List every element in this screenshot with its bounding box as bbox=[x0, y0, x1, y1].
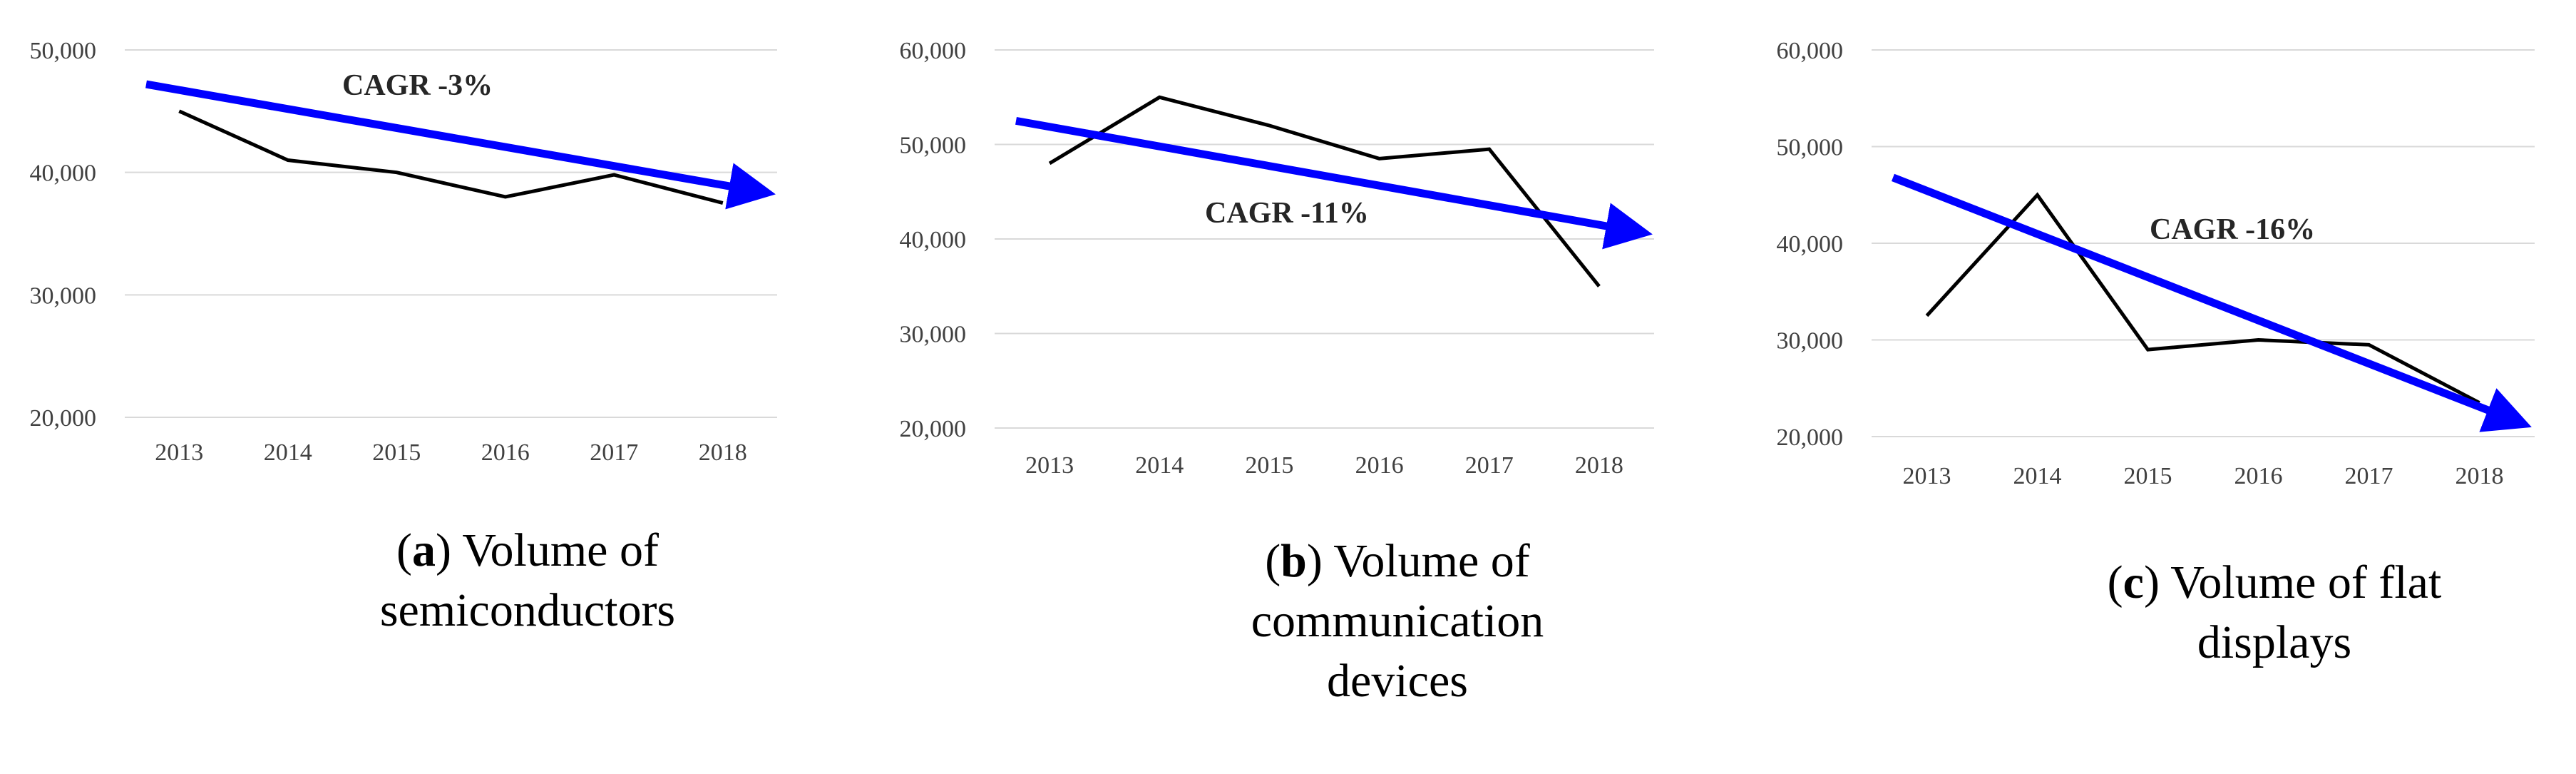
chart-panel-a: 50,000 40,000 30,000 20,000 2013 2014 2015 2016… bbox=[30, 38, 777, 466]
y-tick-label: 50,000 bbox=[1777, 135, 1844, 161]
cagr-annotation: CAGR -16% bbox=[2150, 213, 2315, 246]
trend-arrow bbox=[1891, 173, 2532, 432]
y-tick-label: 40,000 bbox=[30, 161, 97, 187]
x-tick-label: 2018 bbox=[1575, 452, 1623, 479]
cagr-annotation: CAGR -11% bbox=[1205, 197, 1369, 230]
caption-c-text: Volume of flat displays bbox=[2170, 556, 2442, 668]
caption-c-letter: c bbox=[2123, 556, 2144, 608]
chart-panel-c: 60,000 50,000 40,000 30,000 20,000 2013 2014 20… bbox=[1777, 38, 2535, 489]
caption-a-letter: a bbox=[412, 524, 436, 576]
trend-arrow bbox=[1015, 116, 1653, 250]
y-tick-label: 30,000 bbox=[30, 282, 97, 309]
y-tick-label: 30,000 bbox=[1777, 328, 1844, 355]
x-tick-label: 2014 bbox=[1135, 452, 1184, 479]
y-tick-label: 40,000 bbox=[1777, 231, 1844, 258]
trend-arrow bbox=[145, 80, 776, 210]
series-line bbox=[178, 109, 724, 205]
x-tick-label: 2014 bbox=[2013, 463, 2062, 489]
y-tick-label: 60,000 bbox=[1777, 38, 1844, 64]
caption-c: (c) Volume of flat displays bbox=[2107, 556, 2442, 668]
x-tick-label: 2013 bbox=[155, 439, 203, 466]
caption-b-letter: b bbox=[1281, 535, 1307, 587]
caption-a-text: Volume of semiconductors bbox=[379, 524, 676, 636]
x-tick-label: 2016 bbox=[481, 439, 530, 466]
x-tick-label: 2013 bbox=[1025, 452, 1074, 479]
chart-panel-b: 60,000 50,000 40,000 30,000 20,000 2013 2014 20… bbox=[900, 38, 1654, 479]
y-tick-label: 40,000 bbox=[900, 227, 967, 253]
x-tick-label: 2015 bbox=[1245, 452, 1293, 479]
caption-b-text: Volume of communication devices bbox=[1251, 535, 1544, 707]
x-tick-label: 2017 bbox=[590, 439, 638, 466]
x-tick-label: 2013 bbox=[1903, 463, 1951, 489]
y-tick-label: 50,000 bbox=[900, 133, 967, 159]
y-tick-label: 20,000 bbox=[1777, 424, 1844, 451]
x-tick-label: 2017 bbox=[2345, 463, 2393, 489]
caption-a: (a) Volume of semiconductors bbox=[379, 524, 676, 636]
x-tick-label: 2016 bbox=[2234, 463, 2283, 489]
x-tick-label: 2018 bbox=[2456, 463, 2504, 489]
x-tick-label: 2015 bbox=[2124, 463, 2172, 489]
x-tick-label: 2017 bbox=[1465, 452, 1514, 479]
series-line bbox=[1048, 95, 1601, 287]
x-tick-label: 2018 bbox=[699, 439, 747, 466]
x-tick-label: 2016 bbox=[1355, 452, 1404, 479]
y-tick-label: 20,000 bbox=[900, 416, 967, 442]
y-tick-label: 60,000 bbox=[900, 38, 967, 64]
caption-b: (b) Volume of communication devices bbox=[1251, 535, 1544, 707]
y-tick-label: 20,000 bbox=[30, 405, 97, 432]
series-line bbox=[1925, 192, 2480, 404]
y-tick-label: 50,000 bbox=[30, 38, 97, 64]
cagr-annotation: CAGR -3% bbox=[342, 69, 493, 102]
y-tick-label: 30,000 bbox=[900, 322, 967, 348]
x-tick-label: 2014 bbox=[264, 439, 312, 466]
x-tick-label: 2015 bbox=[372, 439, 421, 466]
